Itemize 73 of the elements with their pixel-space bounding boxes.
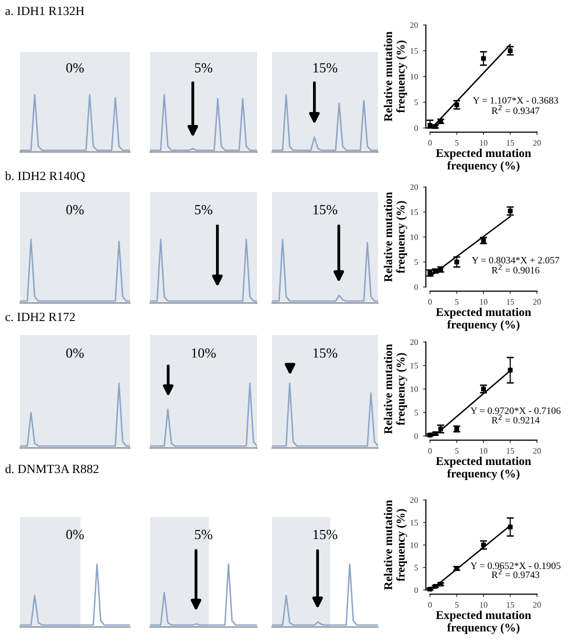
text: 0% (66, 530, 84, 540)
x-tick-label: 5 (455, 448, 459, 454)
y-tick-label: 20 (410, 339, 418, 345)
y-tick-label: 10 (410, 542, 418, 548)
chart-title: d. DNMT3A R882 (5, 464, 98, 474)
annotation: Y = 0.9652*X - 0.1905 (470, 562, 560, 570)
x-tick-label: 0 (428, 602, 432, 608)
y-tick-label: 5 (414, 259, 418, 265)
y-tick-label: 15 (410, 520, 418, 526)
y-tick-label: 5 (414, 100, 418, 106)
x-tick-label: 20 (533, 299, 541, 305)
x-axis-title: Expected mutation frequency (%) (436, 456, 532, 480)
text: 10% (192, 348, 216, 358)
chart-title: b. IDH2 R140Q (5, 171, 85, 182)
x-tick-label: 10 (480, 299, 488, 305)
annotation: R$^{2}$ = 0.9016 (492, 264, 540, 274)
x-axis-title: Expected mutation frequency (%) (436, 308, 532, 331)
y-tick-label: 0 (414, 433, 418, 439)
x-tick-label: 10 (480, 140, 488, 146)
chart-title: a. IDH1 R132H (5, 6, 84, 16)
y-tick-label: 5 (414, 564, 418, 570)
x-tick-label: 0 (428, 299, 432, 305)
x-tick-label: 20 (533, 140, 541, 146)
annotation: R$^{2}$ = 0.9214 (492, 414, 540, 424)
text: 5% (195, 204, 212, 214)
x-tick-label: 20 (533, 448, 541, 454)
y-tick-label: 0 (414, 125, 418, 131)
y-tick-label: 10 (410, 386, 418, 392)
text: 0% (66, 63, 84, 73)
x-tick-label: 10 (480, 448, 488, 454)
x-tick-label: 15 (506, 299, 514, 305)
y-tick-label: 20 (410, 22, 418, 28)
text: 5% (195, 63, 212, 73)
text: 15% (313, 204, 338, 214)
text: 15% (313, 63, 338, 73)
chart-title: c. IDH2 R172 (5, 312, 75, 322)
y-tick-label: 20 (410, 497, 418, 503)
y-tick-label: 15 (410, 48, 418, 54)
x-tick-label: 5 (455, 299, 459, 305)
annotation: Y = 0.9720*X - 0.7106 (470, 407, 561, 414)
annotation: R$^{2}$ = 0.9347 (492, 105, 540, 114)
annotation: Y = 0.8034*X + 2.057 (472, 256, 560, 264)
text: 15% (313, 348, 338, 358)
y-tick-label: 5 (414, 410, 418, 416)
x-axis-title: Expected mutation frequency (%) (436, 610, 532, 634)
text: 0% (66, 348, 84, 358)
text: 5% (195, 530, 212, 540)
point (481, 56, 486, 61)
x-tick-label: 5 (455, 602, 459, 608)
y-axis-title: Relative mutation frequency (%) (384, 344, 408, 434)
x-tick-label: 20 (533, 602, 541, 608)
annotation: Y = 1.107*X - 0.3683 (472, 97, 558, 104)
y-tick-label: 10 (410, 234, 418, 240)
x-tick-label: 5 (455, 140, 459, 146)
y-axis-title: Relative mutation frequency (%) (384, 32, 408, 122)
y-tick-label: 10 (410, 74, 418, 80)
x-tick-label: 15 (506, 602, 514, 608)
y-axis-title: Relative mutation frequency (%) (384, 500, 408, 590)
x-axis-title: Expected mutation frequency (%) (436, 148, 532, 172)
x-tick-label: 0 (428, 448, 432, 454)
text: 0% (66, 204, 84, 214)
y-tick-label: 0 (414, 284, 418, 290)
x-tick-label: 10 (480, 602, 488, 608)
y-tick-label: 20 (410, 184, 418, 190)
text: 15% (313, 530, 338, 540)
y-tick-label: 15 (410, 362, 418, 368)
x-tick-label: 0 (428, 140, 432, 146)
x-tick-label: 15 (506, 140, 514, 146)
x-tick-label: 15 (506, 448, 514, 454)
y-tick-label: 15 (410, 209, 418, 215)
y-axis-title: Relative mutation frequency (%) (384, 192, 408, 282)
annotation: R$^{2}$ = 0.9743 (492, 569, 540, 578)
y-tick-label: 0 (414, 587, 418, 593)
